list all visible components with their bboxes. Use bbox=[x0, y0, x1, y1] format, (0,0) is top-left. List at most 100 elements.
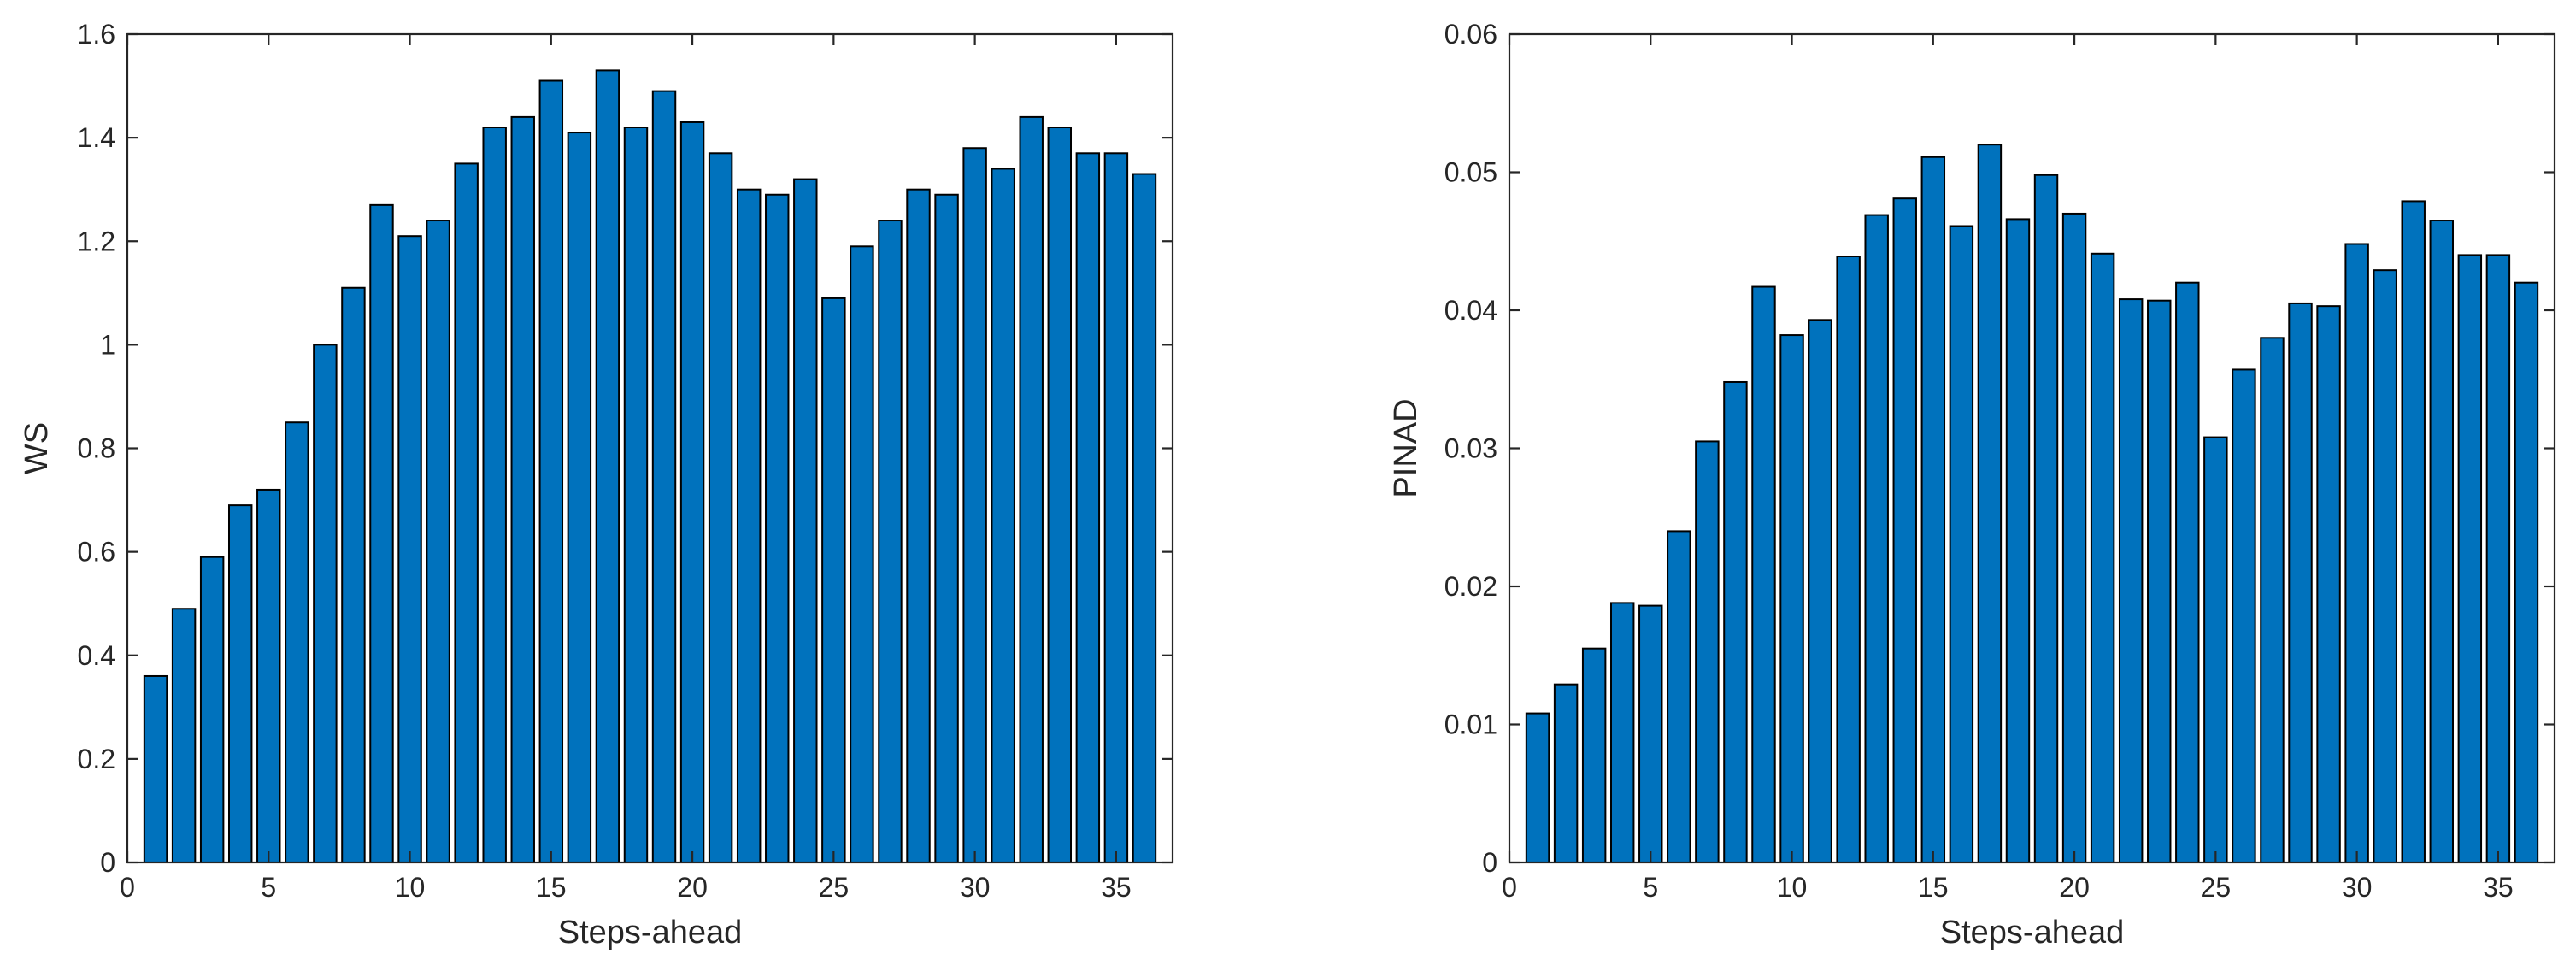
x-axis-label: Steps-ahead bbox=[558, 915, 743, 951]
y-tick-label: 1.4 bbox=[78, 122, 115, 153]
x-tick-label: 15 bbox=[536, 872, 567, 903]
bar-step-22 bbox=[2118, 298, 2144, 863]
bar-step-5 bbox=[256, 488, 281, 863]
bar-step-13 bbox=[482, 127, 507, 863]
bar-step-31 bbox=[991, 168, 1015, 863]
bar-step-28 bbox=[2288, 302, 2313, 863]
bar-step-8 bbox=[341, 286, 366, 864]
bar-step-27 bbox=[878, 220, 903, 863]
y-tick-label: 0.06 bbox=[1444, 19, 1497, 50]
bar-step-11 bbox=[1808, 319, 1832, 863]
bar-step-1 bbox=[1525, 712, 1550, 864]
bar-step-14 bbox=[510, 115, 535, 863]
bar-step-10 bbox=[1779, 334, 1804, 863]
bar-step-29 bbox=[934, 193, 959, 863]
plot-frame bbox=[126, 32, 1174, 864]
bar-step-19 bbox=[651, 90, 677, 863]
x-tick-label: 30 bbox=[960, 872, 991, 903]
bar-step-21 bbox=[2090, 252, 2115, 864]
x-tick-label: 5 bbox=[1643, 872, 1658, 903]
bar-step-18 bbox=[2005, 218, 2031, 864]
bar-step-22 bbox=[736, 188, 762, 863]
bar-step-25 bbox=[821, 297, 846, 863]
bar-step-5 bbox=[1638, 604, 1663, 863]
y-tick-label: 0.04 bbox=[1444, 295, 1497, 326]
y-tick-label: 0.8 bbox=[78, 433, 115, 464]
bar-step-3 bbox=[199, 556, 225, 864]
bar-step-26 bbox=[850, 245, 874, 863]
bar-step-9 bbox=[369, 203, 394, 863]
bar-step-16 bbox=[567, 132, 592, 864]
x-tick-label: 35 bbox=[2483, 872, 2514, 903]
bar-step-6 bbox=[1667, 530, 1691, 864]
y-axis-label: PINAD bbox=[1388, 398, 1424, 497]
bar-step-34 bbox=[1075, 152, 1101, 863]
bar-step-3 bbox=[1581, 647, 1607, 863]
bar-step-25 bbox=[2203, 436, 2228, 863]
bar-step-17 bbox=[1977, 144, 2003, 863]
bar-step-30 bbox=[2344, 243, 2369, 864]
bar-step-7 bbox=[313, 344, 338, 863]
bar-step-27 bbox=[2260, 337, 2285, 863]
bar-step-18 bbox=[623, 127, 649, 863]
bar-step-34 bbox=[2457, 254, 2483, 863]
bar-step-10 bbox=[397, 235, 422, 864]
y-tick-label: 0 bbox=[100, 847, 115, 878]
bar-step-33 bbox=[2429, 220, 2455, 863]
x-tick-label: 25 bbox=[2201, 872, 2232, 903]
x-tick-label: 5 bbox=[261, 872, 276, 903]
bar-step-35 bbox=[2485, 254, 2511, 863]
x-tick-label: 20 bbox=[677, 872, 708, 903]
bar-step-7 bbox=[1695, 440, 1720, 863]
y-tick-label: 0.6 bbox=[78, 537, 115, 568]
x-axis-label: Steps-ahead bbox=[1940, 915, 2125, 951]
x-tick-label: 10 bbox=[1777, 872, 1808, 903]
bar-step-6 bbox=[285, 421, 309, 863]
bar-step-11 bbox=[426, 220, 450, 863]
bar-step-4 bbox=[1609, 602, 1635, 863]
x-tick-label: 0 bbox=[120, 872, 135, 903]
x-tick-label: 20 bbox=[2059, 872, 2090, 903]
bar-step-9 bbox=[1751, 285, 1776, 864]
bar-step-1 bbox=[143, 674, 168, 863]
bar-step-14 bbox=[1892, 197, 1917, 863]
x-tick-label: 15 bbox=[1918, 872, 1949, 903]
bar-step-23 bbox=[765, 193, 790, 863]
pinad-bar-chart: 0 5 10 15 20 25 30 35 0 0.01 0.02 0.03 0.04 0.05 0.06 S… bbox=[1388, 19, 2556, 951]
bar-step-4 bbox=[227, 504, 253, 864]
bar-step-2 bbox=[1553, 683, 1579, 863]
bar-step-31 bbox=[2373, 269, 2397, 864]
x-tick-label: 25 bbox=[819, 872, 850, 903]
y-tick-label: 1 bbox=[100, 329, 115, 360]
x-tick-label: 30 bbox=[2342, 872, 2373, 903]
bar-step-15 bbox=[1920, 156, 1946, 864]
bar-step-16 bbox=[1949, 225, 1974, 863]
bar-step-35 bbox=[1103, 152, 1129, 863]
bar-step-36 bbox=[1132, 173, 1157, 864]
y-tick-label: 0.03 bbox=[1444, 433, 1497, 464]
bar-step-36 bbox=[2514, 281, 2539, 863]
bar-step-12 bbox=[454, 162, 479, 863]
bar-step-20 bbox=[2061, 212, 2087, 863]
x-tick-label: 0 bbox=[1502, 872, 1517, 903]
bar-step-8 bbox=[1723, 380, 1748, 864]
bar-step-23 bbox=[2147, 299, 2172, 863]
y-tick-label: 0.4 bbox=[78, 640, 115, 671]
y-axis-label: WS bbox=[19, 422, 55, 474]
y-tick-label: 1.2 bbox=[78, 226, 115, 256]
bar-step-30 bbox=[962, 147, 987, 864]
bar-step-17 bbox=[595, 69, 620, 864]
y-tick-label: 0.02 bbox=[1444, 571, 1497, 602]
bar-step-12 bbox=[1836, 256, 1861, 863]
bar-step-26 bbox=[2232, 368, 2256, 863]
ws-bar-chart: 0 5 10 15 20 25 30 35 0 0.2 0.4 0.6 0.8 1 1.2 1.4 1.6 Ste… bbox=[19, 19, 1174, 951]
bar-step-19 bbox=[2033, 174, 2059, 864]
bar-step-20 bbox=[679, 121, 705, 864]
x-tick-label: 10 bbox=[395, 872, 426, 903]
bar-step-13 bbox=[1864, 214, 1889, 863]
y-tick-label: 0.01 bbox=[1444, 709, 1497, 740]
y-tick-label: 0 bbox=[1482, 847, 1497, 878]
bar-step-29 bbox=[2316, 305, 2341, 863]
bar-step-2 bbox=[171, 608, 197, 864]
x-tick-label: 35 bbox=[1101, 872, 1132, 903]
